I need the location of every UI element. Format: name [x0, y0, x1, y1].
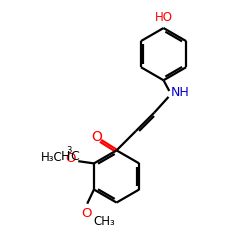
Text: HO: HO [154, 10, 172, 24]
Text: O: O [65, 152, 76, 165]
Text: 3: 3 [66, 146, 71, 155]
Text: NH: NH [170, 86, 189, 99]
Text: O: O [81, 207, 92, 220]
Text: O: O [91, 130, 102, 144]
Text: H: H [61, 150, 70, 163]
Text: C: C [70, 150, 79, 163]
Text: CH₃: CH₃ [93, 215, 115, 228]
Text: H₃C: H₃C [40, 151, 62, 164]
